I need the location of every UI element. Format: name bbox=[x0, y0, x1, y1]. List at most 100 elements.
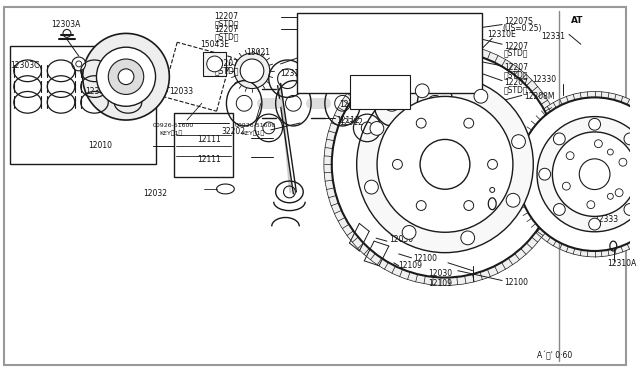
Circle shape bbox=[377, 96, 513, 232]
Circle shape bbox=[488, 160, 497, 169]
Text: 12200A: 12200A bbox=[325, 45, 354, 54]
Circle shape bbox=[72, 57, 86, 71]
Circle shape bbox=[537, 116, 640, 232]
Circle shape bbox=[118, 69, 134, 84]
Text: KEY（1）: KEY（1） bbox=[159, 130, 183, 136]
Circle shape bbox=[324, 43, 566, 285]
Text: 12030: 12030 bbox=[428, 269, 452, 278]
Text: KEY（1）: KEY（1） bbox=[241, 130, 264, 136]
Circle shape bbox=[234, 53, 269, 89]
Circle shape bbox=[512, 92, 640, 257]
Circle shape bbox=[624, 203, 636, 215]
Circle shape bbox=[474, 89, 488, 103]
Circle shape bbox=[633, 193, 639, 199]
Circle shape bbox=[607, 149, 613, 155]
Bar bbox=[10, 46, 156, 164]
Circle shape bbox=[416, 201, 426, 211]
Circle shape bbox=[420, 140, 470, 189]
Text: 12111: 12111 bbox=[197, 135, 221, 144]
Text: （STD）: （STD） bbox=[504, 70, 529, 79]
Text: （STD）: （STD） bbox=[214, 66, 239, 75]
Circle shape bbox=[554, 133, 565, 145]
Text: 12200A: 12200A bbox=[328, 77, 357, 86]
Text: 12303A: 12303A bbox=[51, 20, 81, 29]
Circle shape bbox=[619, 158, 627, 166]
Bar bbox=[203, 52, 227, 76]
Bar bbox=[298, 13, 483, 93]
Circle shape bbox=[464, 118, 474, 128]
Circle shape bbox=[240, 59, 264, 83]
Circle shape bbox=[370, 122, 384, 135]
Text: 12112: 12112 bbox=[337, 116, 360, 125]
Text: （STD）: （STD） bbox=[504, 49, 529, 58]
Text: 12207: 12207 bbox=[504, 63, 528, 73]
Circle shape bbox=[207, 56, 223, 72]
Text: 12310A: 12310A bbox=[607, 259, 637, 268]
Circle shape bbox=[518, 97, 640, 251]
Text: 12200: 12200 bbox=[340, 100, 364, 109]
Text: 12111: 12111 bbox=[197, 155, 221, 164]
Circle shape bbox=[108, 59, 144, 94]
Text: 12200: 12200 bbox=[337, 64, 361, 73]
Text: 12207: 12207 bbox=[214, 12, 239, 21]
Text: 12310A: 12310A bbox=[445, 103, 474, 112]
Circle shape bbox=[83, 33, 170, 120]
Text: 00926-51600: 00926-51600 bbox=[234, 124, 276, 128]
Circle shape bbox=[624, 133, 636, 145]
Circle shape bbox=[579, 159, 610, 190]
Text: 12033: 12033 bbox=[170, 87, 193, 96]
Circle shape bbox=[356, 76, 533, 253]
Text: 12100: 12100 bbox=[504, 278, 528, 287]
Text: （STD）: （STD） bbox=[214, 19, 239, 28]
Circle shape bbox=[402, 225, 416, 239]
Circle shape bbox=[607, 193, 613, 199]
Text: 12010: 12010 bbox=[88, 141, 113, 150]
Circle shape bbox=[589, 118, 600, 130]
Circle shape bbox=[415, 84, 429, 98]
Text: 12207: 12207 bbox=[214, 25, 239, 34]
Text: （STD）: （STD） bbox=[214, 32, 239, 41]
Text: 12333: 12333 bbox=[594, 215, 618, 224]
Text: 12207: 12207 bbox=[504, 42, 528, 51]
Circle shape bbox=[633, 149, 639, 155]
Text: 12030: 12030 bbox=[389, 235, 413, 244]
Text: 12310: 12310 bbox=[280, 69, 305, 78]
Circle shape bbox=[595, 140, 602, 148]
Text: 12109: 12109 bbox=[397, 261, 422, 270]
Circle shape bbox=[595, 171, 600, 177]
Text: （STD）: （STD） bbox=[504, 85, 529, 94]
Circle shape bbox=[639, 168, 640, 180]
Circle shape bbox=[563, 182, 570, 190]
Circle shape bbox=[416, 118, 426, 128]
Text: (US=0.25): (US=0.25) bbox=[502, 24, 541, 33]
Circle shape bbox=[587, 201, 595, 209]
Text: 12330: 12330 bbox=[532, 75, 556, 84]
Text: 12207S: 12207S bbox=[504, 17, 532, 26]
Circle shape bbox=[461, 231, 475, 245]
Circle shape bbox=[615, 189, 623, 197]
Text: A´バ' 0·60: A´バ' 0·60 bbox=[536, 351, 572, 360]
Circle shape bbox=[591, 143, 640, 206]
Text: 12303: 12303 bbox=[86, 87, 110, 96]
Circle shape bbox=[332, 51, 558, 278]
Circle shape bbox=[554, 203, 565, 215]
Bar bbox=[174, 113, 234, 177]
Circle shape bbox=[365, 180, 378, 194]
Circle shape bbox=[511, 135, 525, 148]
Text: 12310E: 12310E bbox=[487, 30, 516, 39]
Text: 12109: 12109 bbox=[428, 279, 452, 288]
Text: 12303C: 12303C bbox=[10, 61, 39, 70]
Circle shape bbox=[76, 61, 82, 67]
Text: 00926-51600: 00926-51600 bbox=[152, 124, 194, 128]
Circle shape bbox=[589, 218, 600, 230]
Circle shape bbox=[97, 47, 156, 106]
Circle shape bbox=[392, 160, 403, 169]
Text: 12331: 12331 bbox=[541, 32, 565, 41]
Text: 32202: 32202 bbox=[221, 127, 246, 137]
Circle shape bbox=[506, 193, 520, 207]
Text: 12100: 12100 bbox=[413, 254, 438, 263]
Circle shape bbox=[566, 152, 574, 160]
Circle shape bbox=[552, 132, 637, 217]
Text: 12032: 12032 bbox=[143, 189, 167, 198]
Text: 13021: 13021 bbox=[246, 48, 270, 57]
